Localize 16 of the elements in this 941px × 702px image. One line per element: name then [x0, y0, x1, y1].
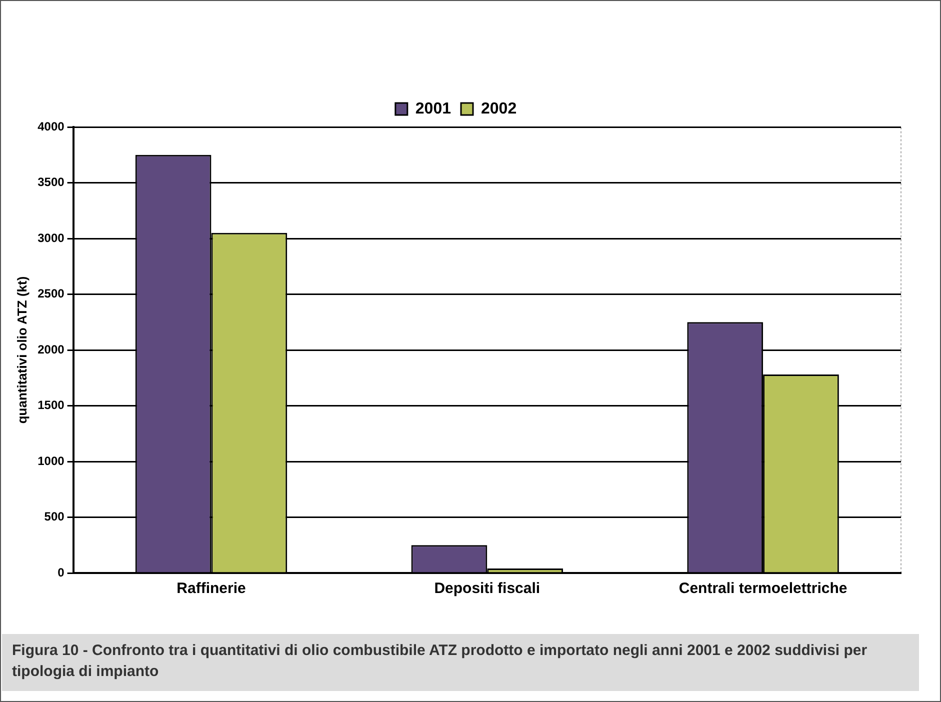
x-tick-label: Centrali termoelettriche	[678, 580, 848, 598]
x-tick-label: Depositi fiscali	[434, 580, 540, 598]
x-tick-label: Raffinerie	[176, 580, 246, 598]
y-tick-label: 3000	[38, 230, 65, 245]
y-tick-label: 0	[58, 565, 65, 580]
legend-label: 2002	[481, 100, 517, 118]
y-tick-label: 1500	[38, 398, 65, 412]
y-tick-label: 2500	[38, 286, 65, 301]
y-tick-label: 3500	[38, 175, 65, 190]
y-tick-label: 2000	[38, 342, 65, 356]
legend-label: 2001	[415, 100, 452, 118]
text: Figura 10 - Confronto tra i quantitativi di olio combustibile ATZ prodotto e importato negli anni 2001 e 2002 suddivisi per tipologia di impianto	[2, 634, 919, 691]
y-tick-label: 500	[44, 510, 65, 524]
y-tick-label: 1000	[38, 454, 65, 468]
y-axis-title: quantitativi olio ATZ (kt)	[14, 276, 30, 424]
y-tick-label: 4000	[38, 119, 65, 134]
